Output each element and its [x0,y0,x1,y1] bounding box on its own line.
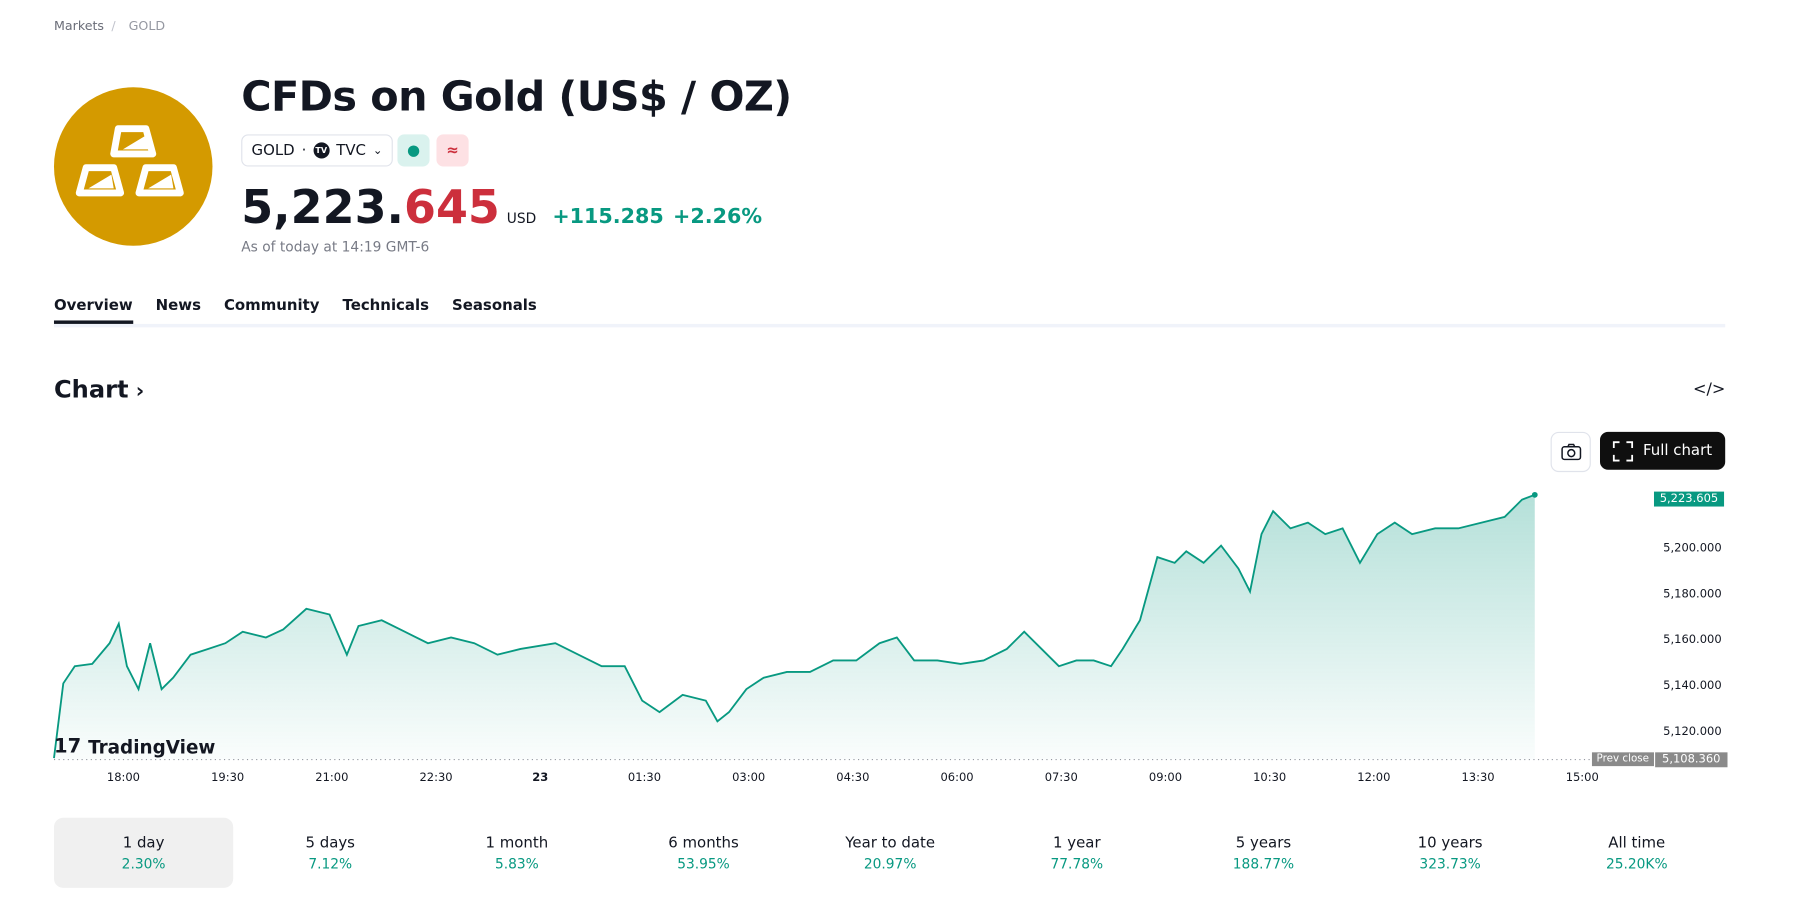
period-value: 323.73% [1419,855,1481,872]
price-chart[interactable] [0,0,1801,804]
as-of-timestamp: As of today at 14:19 GMT-6 [241,238,430,255]
snapshot-button[interactable] [1550,431,1591,473]
approx-icon: ≈ [446,141,459,160]
x-axis-tick-label: 07:30 [1044,771,1078,785]
chevron-down-icon: ⌄ [372,144,383,157]
prev-close-label: Prev close [1591,752,1654,767]
breadcrumb-markets[interactable]: Markets [53,18,105,34]
period-label: 1 year [1053,834,1101,852]
price-line [53,493,1536,759]
y-axis-tick-label: 5,200.000 [1663,542,1722,555]
period-label: 5 years [1235,834,1292,852]
full-chart-label: Full chart [1642,442,1713,460]
x-axis-tick-label: 13:30 [1461,771,1495,785]
gold-logo [53,87,213,246]
x-axis-tick-label: 01:30 [627,771,662,785]
period-6-months[interactable]: 6 months 53.95% [614,818,793,888]
period-value: 188.77% [1232,855,1295,872]
price-change: +115.285 [552,204,664,229]
x-axis-tick-label: 09:00 [1148,771,1183,785]
tab-bar: Overview News Community Technicals Seaso… [53,297,537,324]
x-axis-tick-label: 04:30 [836,771,870,785]
tab-seasonals[interactable]: Seasonals [451,297,537,315]
x-axis-tick-label: 15:00 [1565,771,1599,785]
tab-overview[interactable]: Overview [53,297,133,324]
x-axis-tick-label: 12:00 [1357,771,1391,785]
period-label: All time [1608,834,1666,852]
tradingview-logo-icon: 17 [53,735,82,759]
last-price-label: 5,223.605 [1653,491,1724,507]
gold-bars-icon [75,125,184,197]
symbol-selector[interactable]: GOLD · TV TVC ⌄ [241,134,393,167]
period-label: 5 days [305,834,355,852]
x-axis-tick-label: 10:30 [1253,771,1287,785]
embed-code-icon[interactable]: </> [1693,380,1726,399]
tab-technicals[interactable]: Technicals [342,297,430,315]
dot-separator: · [301,141,307,160]
breadcrumb-gold: GOLD [128,18,166,34]
period-ytd[interactable]: Year to date 20.97% [801,818,980,888]
symbol-label: GOLD [251,141,295,160]
x-axis-tick-label: 18:00 [106,771,140,785]
x-axis-tick-label: 22:30 [419,771,453,785]
fullscreen-icon [1613,440,1634,461]
period-label: 1 month [485,834,549,852]
breadcrumb-separator: / [111,18,116,34]
period-5-days[interactable]: 5 days 7.12% [241,818,420,888]
price-display: 5,223. 645 USD +115.285 +2.26% [241,181,762,234]
x-axis-tick-label: 03:00 [732,771,766,785]
y-axis-tick-label: 5,180.000 [1663,588,1722,601]
full-chart-button[interactable]: Full chart [1599,431,1726,470]
tab-community[interactable]: Community [223,297,320,315]
period-value: 20.97% [863,855,917,872]
period-5-years[interactable]: 5 years 188.77% [1174,818,1353,888]
y-axis-tick-label: 5,120.000 [1663,725,1722,739]
y-axis-tick-label: 5,140.000 [1663,679,1722,693]
period-label: 10 years [1417,834,1483,852]
tabs-divider [53,323,1726,328]
price-area-fill [53,494,1535,760]
tab-news[interactable]: News [155,297,201,315]
last-price-dot [1531,491,1538,498]
period-label: 6 months [668,834,739,852]
period-10-years[interactable]: 10 years 323.73% [1361,818,1540,888]
x-axis-tick-label: 06:00 [940,771,974,785]
page-title: CFDs on Gold (US$ / OZ) [241,73,792,121]
period-value: 5.83% [494,855,539,872]
tradingview-watermark: 17 TradingView [54,735,215,758]
period-1-month[interactable]: 1 month 5.83% [427,818,606,888]
performance-periods: 1 day 2.30% 5 days 7.12% 1 month 5.83% 6 mo… [53,817,1734,888]
watermark-text: TradingView [88,735,216,758]
period-all-time[interactable]: All time 25.20K% [1547,818,1726,888]
period-label: Year to date [845,834,936,852]
chevron-right-icon: › [128,379,145,404]
price-change-percent: +2.26% [673,204,763,229]
period-value: 53.95% [677,855,730,872]
period-1-year[interactable]: 1 year 77.78% [987,818,1166,888]
period-value: 2.30% [121,855,166,872]
market-open-badge[interactable]: ● [397,134,430,167]
chart-heading: Chart [53,375,129,404]
price-tail: 645 [403,181,500,235]
delayed-data-badge[interactable]: ≈ [436,134,469,167]
x-axis-tick-label: 19:30 [211,771,245,785]
period-value: 25.20K% [1605,855,1668,872]
chart-heading-link[interactable]: Chart › [54,376,144,404]
camera-icon [1560,443,1581,461]
x-axis-tick-label: 23 [532,771,549,785]
exchange-label: TVC [336,141,366,160]
period-value: 77.78% [1050,855,1104,872]
dot-icon: ● [406,141,421,160]
period-label: 1 day [122,834,165,852]
period-1-day[interactable]: 1 day 2.30% [53,817,234,888]
currency: USD [506,210,537,227]
prev-close-value: 5,108.360 [1655,752,1728,768]
price-main: 5,223. [241,181,404,235]
y-axis-tick-label: 5,160.000 [1663,634,1722,647]
period-value: 7.12% [308,855,353,872]
tradingview-exchange-icon: TV [313,142,330,159]
x-axis-tick-label: 21:00 [315,771,349,785]
